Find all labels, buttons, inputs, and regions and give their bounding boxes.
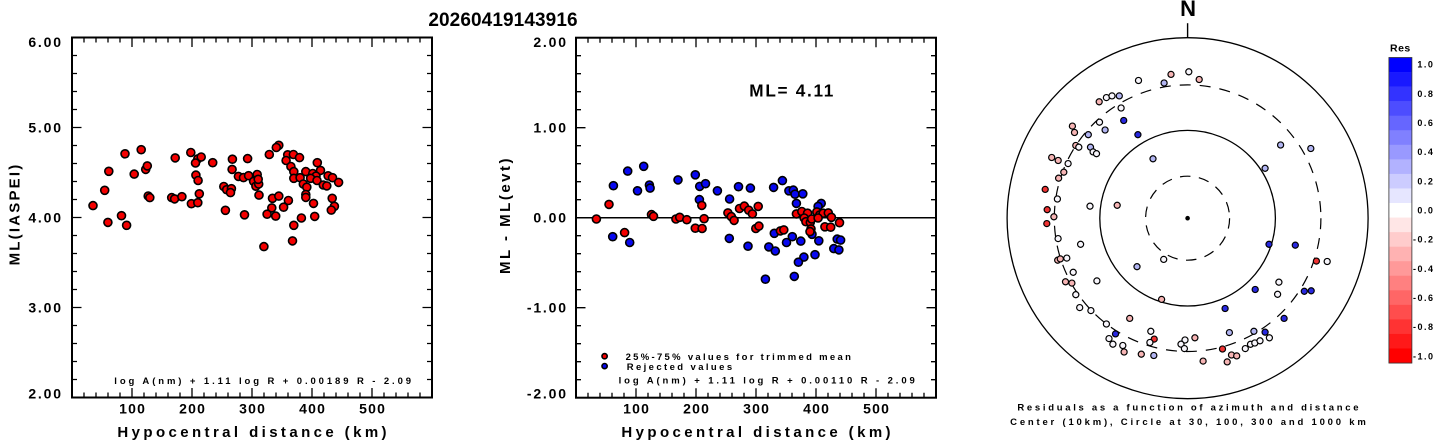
- svg-text:4.00: 4.00: [28, 209, 62, 225]
- svg-text:-0.8: -0.8: [1413, 322, 1435, 332]
- svg-text:100: 100: [119, 401, 146, 417]
- svg-text:200: 200: [179, 401, 206, 417]
- svg-text:2.00: 2.00: [533, 34, 567, 50]
- svg-text:Hypocentral distance (km): Hypocentral distance (km): [117, 424, 390, 441]
- svg-text:-1.00: -1.00: [527, 300, 568, 316]
- svg-text:1.0: 1.0: [1417, 60, 1434, 70]
- svg-text:300: 300: [239, 401, 266, 417]
- svg-text:2.00: 2.00: [28, 386, 62, 402]
- svg-text:400: 400: [803, 401, 830, 417]
- svg-text:5.00: 5.00: [28, 119, 62, 135]
- svg-text:Hypocentral distance (km): Hypocentral distance (km): [621, 424, 894, 441]
- svg-text:500: 500: [863, 401, 890, 417]
- svg-text:ML(IASPEI): ML(IASPEI): [6, 163, 23, 266]
- svg-text:6.00: 6.00: [28, 34, 62, 50]
- svg-text:20260419143916: 20260419143916: [428, 10, 577, 31]
- svg-text:0.4: 0.4: [1417, 147, 1434, 157]
- svg-text:-0.4: -0.4: [1413, 264, 1435, 274]
- svg-text:400: 400: [299, 401, 326, 417]
- svg-text:0.0: 0.0: [1417, 205, 1434, 215]
- svg-text:-0.6: -0.6: [1413, 293, 1435, 303]
- svg-text:ML= 4.11: ML= 4.11: [749, 80, 835, 100]
- svg-text:Residuals as a function of azi: Residuals as a function of azimuth and d…: [1017, 403, 1361, 414]
- svg-text:Res: Res: [1390, 43, 1411, 55]
- svg-text:25%-75% values for trimmed mea: 25%-75% values for trimmed mean: [626, 352, 854, 363]
- svg-text:0.6: 0.6: [1417, 118, 1434, 128]
- svg-text:300: 300: [743, 401, 770, 417]
- svg-text:ML - ML(evt): ML - ML(evt): [497, 156, 514, 274]
- svg-text:3.00: 3.00: [28, 299, 62, 315]
- svg-text:Rejected values: Rejected values: [627, 362, 735, 373]
- svg-text:-0.2: -0.2: [1413, 235, 1435, 245]
- svg-text:100: 100: [623, 401, 650, 417]
- svg-text:0.8: 0.8: [1417, 89, 1434, 99]
- svg-text:-1.0: -1.0: [1413, 351, 1435, 361]
- svg-text:200: 200: [683, 401, 710, 417]
- svg-text:0.00: 0.00: [533, 210, 567, 226]
- svg-text:500: 500: [359, 401, 386, 417]
- svg-text:-2.00: -2.00: [527, 386, 568, 402]
- svg-text:0.2: 0.2: [1417, 176, 1434, 186]
- svg-text:N: N: [1180, 0, 1196, 21]
- svg-text:log A(nm) + 1.11 log R + 0.001: log A(nm) + 1.11 log R + 0.00110 R - 2.0…: [619, 376, 918, 387]
- svg-text:Center (10km), Circle at 30, 1: Center (10km), Circle at 30, 100, 300 an…: [1010, 417, 1368, 428]
- svg-text:log A(nm) + 1.11 log R + 0.001: log A(nm) + 1.11 log R + 0.00189 R - 2.0…: [114, 376, 414, 387]
- svg-text:1.00: 1.00: [533, 120, 567, 136]
